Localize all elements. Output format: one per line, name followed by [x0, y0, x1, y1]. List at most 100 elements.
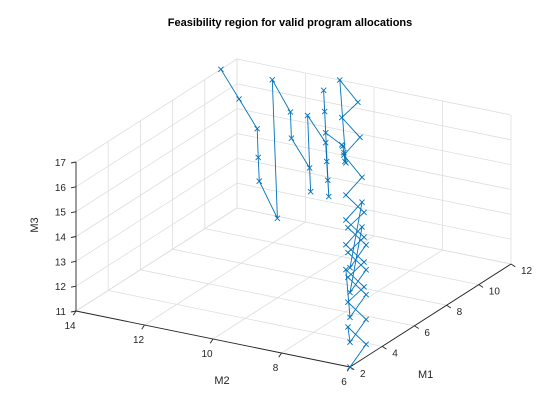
data-point-marker: [347, 339, 353, 346]
side-wall-grid-line-z: [236, 108, 512, 166]
grid-layer: [75, 58, 512, 368]
data-point-marker: [345, 324, 351, 330]
back-wall-grid-line-z: [75, 58, 238, 163]
y-tick-mark: [72, 310, 77, 316]
z-tick-mark: [70, 161, 77, 164]
data-layer: [217, 66, 370, 370]
z-tick-mark: [70, 211, 77, 214]
y-tick-label: 10: [201, 349, 213, 360]
x-tick-label: 4: [392, 348, 398, 359]
floor-grid-line-y: [144, 221, 306, 326]
data-point-marker: [324, 177, 331, 184]
side-wall-grid-line-z: [236, 207, 512, 265]
data-point-marker: [255, 154, 262, 161]
axes-layer: [70, 161, 516, 372]
y-tick-mark: [141, 324, 145, 330]
side-wall-grid-line-z: [236, 58, 512, 116]
side-wall-grid-line-z: [236, 83, 512, 141]
z-tick-mark: [70, 260, 77, 263]
data-point-marker: [359, 199, 365, 206]
data-point-marker: [342, 192, 349, 199]
y-tick-mark: [209, 338, 214, 344]
data-point-marker: [336, 77, 343, 83]
z-tick-mark: [70, 186, 77, 189]
data-point-marker: [338, 114, 345, 121]
data-point-marker: [322, 139, 329, 146]
data-point-marker: [345, 249, 351, 256]
x-tick-mark: [381, 346, 387, 350]
z-tick-mark: [70, 236, 77, 238]
y-axis-label: M2: [214, 375, 229, 387]
data-point-marker: [363, 266, 370, 273]
data-point-marker: [274, 215, 281, 222]
x-tick-label: 8: [457, 307, 463, 318]
y-tick-mark: [278, 352, 282, 358]
data-point-marker: [361, 209, 367, 216]
side-wall-grid-line-z: [236, 157, 512, 215]
z-axis-label: M3: [29, 217, 41, 232]
data-point-marker: [341, 158, 348, 165]
data-point-marker: [320, 87, 327, 94]
back-wall-grid-line-z: [75, 157, 238, 262]
x-tick-label: 10: [489, 287, 501, 298]
x-tick-label: 12: [521, 266, 533, 277]
y-tick-label: 6: [341, 377, 347, 388]
data-point-marker: [323, 158, 330, 165]
data-point-marker: [363, 291, 370, 298]
x-tick-label: 6: [424, 328, 430, 339]
x-axis-line: [349, 263, 512, 368]
data-point-marker: [306, 165, 313, 171]
back-wall-grid-line-z: [75, 182, 238, 287]
z-tick-label: 13: [55, 257, 67, 268]
data-point-marker: [288, 135, 295, 142]
data-point-marker: [354, 99, 361, 106]
data-point-marker: [363, 316, 370, 323]
data-point-marker: [307, 188, 314, 195]
data-point-marker: [347, 364, 353, 370]
z-tick-label: 16: [55, 183, 67, 194]
y-tick-label: 12: [133, 335, 145, 346]
data-point-marker: [256, 178, 263, 185]
data-point-marker: [347, 264, 353, 271]
x-tick-mark: [478, 284, 484, 288]
data-point-marker: [342, 266, 349, 273]
x-axis-label: M1: [418, 369, 433, 381]
data-point-marker: [254, 125, 261, 132]
data-point-marker: [321, 108, 328, 115]
data-point-marker: [359, 174, 365, 181]
chart-title: Feasibility region for valid program all…: [168, 17, 413, 29]
z-tick-label: 12: [55, 282, 67, 293]
side-wall-grid-line-z: [236, 133, 512, 190]
data-point-marker: [345, 299, 351, 306]
side-wall-grid-line-z: [236, 182, 512, 240]
back-wall-grid-line-z: [75, 108, 238, 213]
data-point-marker: [236, 96, 242, 102]
back-wall-grid-line-z: [75, 133, 238, 237]
data-point-marker: [357, 134, 363, 141]
data-point-marker: [325, 193, 332, 200]
x-tick-label: 2: [360, 369, 366, 380]
data-point-marker: [345, 224, 351, 231]
z-tick-label: 14: [55, 233, 67, 244]
data-point-marker: [347, 314, 353, 321]
floor-grid-line-y: [212, 235, 375, 340]
data-point-marker: [304, 112, 311, 119]
z-tick-label: 15: [55, 208, 67, 219]
data-point-marker: [361, 283, 367, 290]
data-point-marker: [347, 289, 353, 296]
data-point-marker: [338, 141, 345, 148]
x-tick-mark: [446, 304, 452, 309]
y-tick-label: 14: [64, 321, 76, 332]
z-tick-mark: [70, 310, 77, 313]
x-tick-mark: [414, 325, 419, 329]
back-wall-grid-line-z: [75, 83, 238, 188]
z-tick-label: 11: [56, 307, 67, 318]
data-point-marker: [287, 109, 294, 115]
data-point-marker: [340, 149, 347, 156]
z-tick-mark: [70, 285, 77, 288]
x-tick-mark: [510, 263, 516, 268]
data-point-marker: [342, 216, 349, 223]
data-point-marker: [361, 259, 367, 265]
data-point-marker: [322, 129, 329, 136]
